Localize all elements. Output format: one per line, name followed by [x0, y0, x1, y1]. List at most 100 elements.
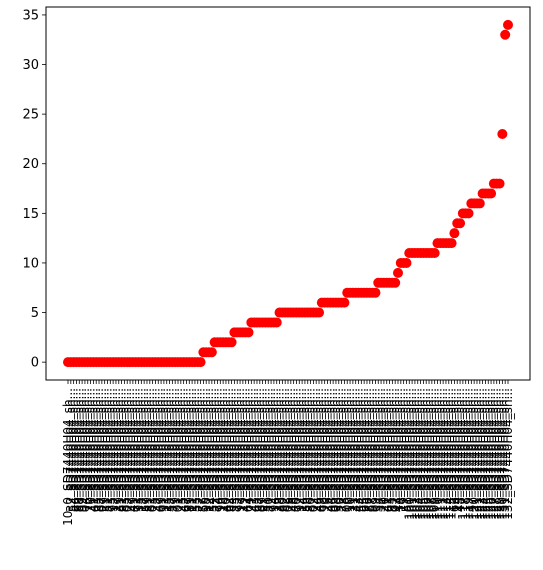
data-point	[195, 357, 206, 368]
x-tick-label: 18_SD7440H04_sh...	[394, 388, 408, 512]
x-tick-label: 112_SD7440H04_sh...	[436, 388, 450, 520]
x-tick-label: 24_SD7440H04_sh...	[309, 388, 323, 512]
x-tick-label: 69_SD7440H04_sh...	[154, 388, 168, 512]
x-tick-label: 10_SD7440H04_sh...	[343, 388, 357, 512]
x-tick-label: 28_SD7440H04_sh...	[284, 388, 298, 512]
x-tick-label: 66_SD7440H04_sh...	[69, 388, 83, 512]
y-axis: 0 5 10 15 20 25 30 35	[22, 8, 46, 371]
x-tick-label: 43_SD7440H04_sh...	[247, 388, 261, 512]
x-tick-label: 59_SD7440H04_sh...	[140, 388, 154, 512]
x-tick-label: 79_SD7440H04_sh...	[168, 388, 182, 512]
x-tick-label: 07_SD7440H04_sh...	[95, 388, 109, 512]
x-tick-label: 51_SD7440H04_sh...	[399, 388, 413, 512]
x-tick-label: 72_SD7440H04_sh...	[264, 388, 278, 512]
x-tick-label: 129_SD7440H04_sh...	[493, 388, 507, 520]
x-tick-label: 32_SD7440H04_sh...	[349, 388, 363, 512]
data-point	[503, 19, 513, 30]
x-tick-label: 36_SD7440H04_sh...	[298, 388, 312, 512]
x-tick-label: 52_SD7440H04_sh...	[208, 388, 222, 512]
x-tick-label: 121_SD7440H04_sh...	[470, 388, 484, 520]
x-tick-label: 114_SD7440H04_sh...	[442, 388, 456, 520]
x-tick-label: 44_SD7440H04_sh...	[391, 388, 405, 512]
x-tick-label: 34_SD7440H04_sh...	[205, 388, 219, 512]
x-tick-label: 16_SD7440H04_sh...	[270, 388, 284, 512]
x-tick-label: 50_SD7440H04_sh...	[261, 388, 275, 512]
x-tick-label: 05_SD7440H04_sh...	[120, 388, 134, 512]
x-axis: 10_0_SD7440H04_sh...32_SD7440H04_sh...54…	[61, 380, 515, 526]
x-tick-label: 26_SD7440H04_sh...	[320, 388, 334, 512]
x-tick-label: 97_SD7440H04_sh...	[233, 388, 247, 512]
x-tick-label: 109_SD7440H04_sh...	[428, 388, 442, 520]
x-tick-label: 62_SD7440H04_sh...	[222, 388, 236, 512]
x-tick-label: 63_SD7440H04_sh...	[383, 388, 397, 512]
x-tick-label: 78_SD7440H04_sh...	[337, 388, 351, 512]
x-tick-label: 03_SD7440H04_sh...	[146, 388, 160, 512]
x-tick-label: 15_SD7440H04_sh...	[134, 388, 148, 512]
x-tick-label: 96_SD7440H04_sh...	[213, 388, 227, 512]
data-point	[497, 128, 508, 139]
x-tick-label: 00_SD7440H04_sh...	[340, 388, 354, 512]
x-tick-label: 32_SD7440H04_sh...	[374, 388, 388, 512]
data-point	[449, 228, 460, 239]
x-tick-label: 54_SD7440H04_sh...	[371, 388, 385, 512]
y-tick-label: 15	[22, 207, 39, 222]
x-tick-label: 38_SD7440H04_sh...	[273, 388, 287, 512]
data-point	[474, 198, 485, 209]
x-tick-label: 64_SD7440H04_sh...	[242, 388, 256, 512]
data-point	[226, 337, 237, 348]
x-tick-label: 122_SD7440H04_sh...	[473, 388, 487, 520]
x-tick-label: 27_SD7440H04_sh...	[123, 388, 137, 512]
x-tick-label: 43_SD7440H04_sh...	[352, 388, 366, 512]
y-tick-label: 5	[31, 306, 39, 321]
x-tick-label: 08_SD7440H04_sh...	[329, 388, 343, 512]
x-tick-label: 47_SD7440H04_sh...	[464, 388, 478, 512]
x-tick-label: 67_SD7440H04_sh...	[179, 388, 193, 512]
data-point	[401, 257, 412, 268]
y-tick-label: 20	[22, 157, 39, 172]
x-tick-label: 107_SD7440H04_sh...	[422, 388, 436, 520]
x-tick-label: 20_SD7440H04_sh...	[84, 388, 98, 512]
x-tick-label: 58_SD7440H04_sh...	[301, 388, 315, 512]
y-tick-label: 0	[31, 356, 39, 371]
x-tick-label: 103_SD7440H04_sh...	[411, 388, 425, 520]
x-tick-label: 29_SD7440H04_sh...	[397, 388, 411, 512]
data-point	[429, 248, 440, 259]
x-tick-label: 68_SD7440H04_sh...	[315, 388, 329, 512]
x-tick-label: 21_SD7440H04_sh...	[346, 388, 360, 512]
x-tick-label: 12_SD7440H04_sh...	[202, 388, 216, 512]
x-tick-label: 41_SD7440H04_sh...	[380, 388, 394, 512]
x-tick-label: 21_SD7440H04_sh...	[244, 388, 258, 512]
x-tick-label: 23_SD7440H04_sh...	[174, 388, 188, 512]
x-tick-label: 98_SD7440H04_sh...	[366, 388, 380, 512]
data-point	[393, 267, 403, 278]
x-tick-label: 09_SD7440H04_sh...	[368, 388, 382, 512]
x-tick-label: 73_SD7440H04_sh...	[103, 388, 117, 512]
data-point	[390, 277, 401, 288]
plot-frame	[45, 6, 531, 381]
x-tick-label: 17_SD7440H04_sh...	[109, 388, 123, 512]
data-point	[243, 327, 254, 338]
x-tick-label: 13_SD7440H04_sh...	[160, 388, 174, 512]
x-tick-label: 117_SD7440H04_sh...	[456, 388, 470, 520]
x-tick-label: 44_SD7440H04_sh...	[323, 388, 337, 512]
x-tick-label: 54_SD7440H04_sh...	[67, 388, 81, 512]
x-tick-label: 88_SD7440H04_sh...	[72, 388, 86, 512]
x-tick-label: 127_SD7440H04_sh...	[487, 388, 501, 520]
x-tick-label: 110_SD7440H04_sh...	[430, 388, 444, 520]
x-tick-label: 119_SD7440H04_sh...	[462, 388, 476, 520]
x-tick-label: 132_SD7440H04_sh...	[501, 388, 515, 520]
data-point	[500, 29, 511, 40]
x-tick-label: 60_SD7440H04_sh...	[275, 388, 289, 512]
x-tick-label: 93_SD7440H04_sh...	[132, 388, 146, 512]
x-tick-label: 41_SD7440H04_sh...	[86, 388, 100, 512]
x-tick-label: 20_SD7440H04_sh...	[377, 388, 391, 512]
x-tick-label: 04_SD7440H04_sh...	[78, 388, 92, 512]
x-tick-label: 125_SD7440H04_sh...	[481, 388, 495, 520]
data-point	[314, 307, 325, 318]
x-tick-label: 71_SD7440H04_sh...	[129, 388, 143, 512]
x-tick-label: 47_SD7440H04_sh...	[151, 388, 165, 512]
x-tick-label: 42_SD7440H04_sh...	[239, 388, 253, 512]
x-tick-label: 63_SD7440H04_sh...	[89, 388, 103, 512]
x-tick-label: 65_SD7440H04_sh...	[250, 388, 264, 512]
